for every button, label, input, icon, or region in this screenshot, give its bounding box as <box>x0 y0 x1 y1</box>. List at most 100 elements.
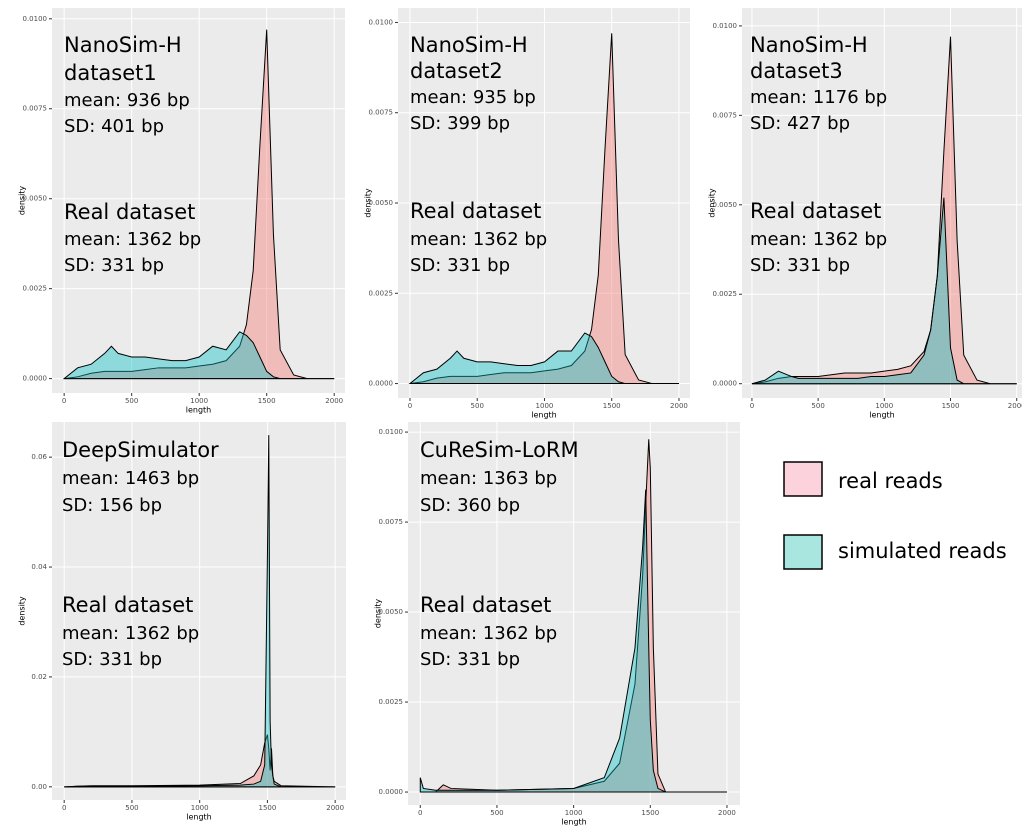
y-tick-label: 0.0075 <box>369 109 394 117</box>
annotation: Real dataset <box>64 200 195 224</box>
x-tick-label: 1000 <box>875 402 893 410</box>
y-tick-label: 0.04 <box>31 563 47 571</box>
x-tick-label: 0 <box>62 804 66 812</box>
y-tick-label: 0.0050 <box>369 199 394 207</box>
plot-background <box>52 8 345 393</box>
y-tick-label: 0.0000 <box>369 380 394 388</box>
density-area <box>64 435 336 788</box>
y-tick-label: 0.0075 <box>713 111 738 119</box>
annotation: SD: 331 bp <box>750 255 850 276</box>
y-axis-label: density <box>374 599 383 629</box>
x-tick-label: 1500 <box>259 804 277 812</box>
y-tick-label: 0.0025 <box>23 285 48 293</box>
plot-background <box>52 422 346 800</box>
annotation: NanoSim-H <box>410 33 528 57</box>
y-tick-label: 0.0025 <box>713 290 738 298</box>
y-tick-label: 0.0025 <box>379 698 404 706</box>
density-area <box>409 33 679 385</box>
y-tick-label: 0.0100 <box>379 428 404 436</box>
density-area <box>419 489 727 793</box>
y-tick-label: 0.0000 <box>713 380 738 388</box>
x-axis-label: length <box>869 411 895 420</box>
x-tick-label: 1000 <box>565 809 583 817</box>
annotation: DeepSimulator <box>62 438 219 462</box>
x-tick-label: 2000 <box>1008 402 1022 410</box>
x-tick-label: 1500 <box>603 402 621 410</box>
annotation: mean: 936 bp <box>64 90 190 111</box>
legend-label: simulated reads <box>838 539 1007 563</box>
y-tick-label: 0.0100 <box>713 22 738 30</box>
density-area <box>64 29 335 380</box>
y-axis-label: density <box>18 596 27 626</box>
x-tick-label: 1000 <box>191 804 209 812</box>
y-tick-label: 0.00 <box>31 783 47 791</box>
annotation: SD: 331 bp <box>62 649 162 670</box>
y-tick-label: 0.0025 <box>369 289 394 297</box>
y-tick-label: 0.0050 <box>713 201 738 209</box>
x-tick-label: 1000 <box>536 402 554 410</box>
legend-swatch-simulated <box>783 534 823 570</box>
y-axis-label: density <box>708 188 717 218</box>
annotation: SD: 401 bp <box>64 116 164 137</box>
annotation: SD: 331 bp <box>420 649 520 670</box>
y-axis-label: density <box>18 186 27 216</box>
annotation: SD: 360 bp <box>420 495 520 516</box>
annotation: mean: 1463 bp <box>62 468 199 489</box>
y-tick-label: 0.06 <box>31 453 47 461</box>
y-tick-label: 0.0100 <box>369 18 394 26</box>
x-tick-label: 500 <box>471 402 484 410</box>
x-axis-label: length <box>561 818 587 827</box>
annotation: mean: 1362 bp <box>64 229 201 250</box>
annotation: dataset2 <box>410 59 503 83</box>
annotation: Real dataset <box>410 199 541 223</box>
x-tick-label: 1500 <box>942 402 960 410</box>
annotation: SD: 331 bp <box>410 255 510 276</box>
density-area <box>751 36 1017 385</box>
annotation: SD: 427 bp <box>750 113 850 134</box>
x-axis-label: length <box>186 406 212 415</box>
y-tick-label: 0.0000 <box>379 788 404 796</box>
annotation: mean: 1363 bp <box>420 468 557 489</box>
x-tick-label: 2000 <box>718 809 736 817</box>
x-tick-label: 0 <box>418 809 422 817</box>
x-tick-label: 0 <box>62 397 66 405</box>
x-axis-label: length <box>531 411 557 420</box>
x-tick-label: 2000 <box>325 397 343 405</box>
annotation: mean: 935 bp <box>410 87 536 108</box>
y-tick-label: 0.0075 <box>23 105 48 113</box>
annotation: CuReSim-LoRM <box>420 438 579 462</box>
annotation: Real dataset <box>420 593 551 617</box>
y-tick-label: 0.0075 <box>379 518 404 526</box>
y-tick-label: 0.0100 <box>23 15 48 23</box>
annotation: SD: 399 bp <box>410 113 510 134</box>
annotation: Real dataset <box>750 199 881 223</box>
plot-background <box>742 8 1022 398</box>
x-tick-label: 500 <box>490 809 503 817</box>
x-tick-label: 2000 <box>670 402 688 410</box>
annotation: mean: 1176 bp <box>750 87 887 108</box>
y-tick-label: 0.02 <box>31 673 47 681</box>
annotation: dataset1 <box>64 61 157 85</box>
x-tick-label: 1500 <box>258 397 276 405</box>
annotation: SD: 331 bp <box>64 255 164 276</box>
y-tick-label: 0.0000 <box>23 375 48 383</box>
annotation: dataset3 <box>750 59 843 83</box>
legend-swatch-real <box>783 461 823 497</box>
x-tick-label: 0 <box>408 402 412 410</box>
x-tick-label: 500 <box>811 402 824 410</box>
density-area <box>64 734 336 788</box>
x-tick-label: 0 <box>750 402 754 410</box>
x-tick-label: 1000 <box>190 397 208 405</box>
annotation: Real dataset <box>62 593 193 617</box>
x-tick-label: 500 <box>125 804 138 812</box>
density-area <box>751 197 1017 385</box>
density-area <box>62 331 335 380</box>
annotation: NanoSim-H <box>750 33 868 57</box>
x-tick-label: 1500 <box>641 809 659 817</box>
density-area <box>408 332 679 385</box>
x-axis-label: length <box>186 813 212 822</box>
y-tick-label: 0.0050 <box>23 195 48 203</box>
annotation: mean: 1362 bp <box>62 623 199 644</box>
legend-label: real reads <box>838 469 943 493</box>
